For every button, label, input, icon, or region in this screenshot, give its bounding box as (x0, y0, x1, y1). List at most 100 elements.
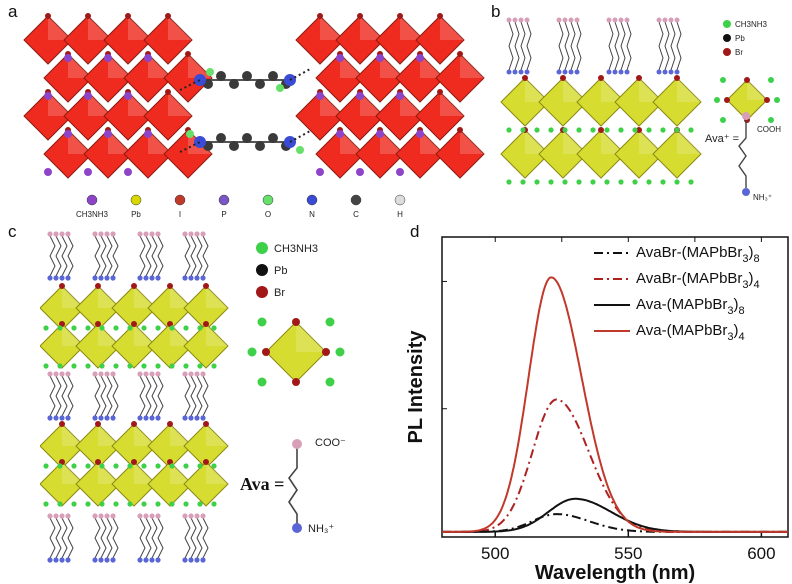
carboxyl-bead (606, 17, 612, 23)
legend-swatch-br (723, 48, 731, 56)
ava-chain (620, 21, 626, 71)
panel-label-d: d (410, 222, 420, 241)
methylammonium-ion (646, 127, 652, 133)
ava-chain (139, 517, 146, 559)
ava-chain (49, 375, 56, 417)
methylammonium-ion (396, 168, 404, 176)
right-octahedron (355, 53, 405, 103)
bromide-atom (203, 421, 209, 427)
ammonium-bead (98, 275, 104, 281)
ava-chain (100, 517, 107, 559)
ammonium-bead (98, 557, 104, 563)
panel-b-legend: CH3NH3 Pb Br (714, 20, 780, 123)
ammonium-bead (104, 557, 110, 563)
methylammonium-ion (211, 463, 217, 469)
carboxyl-bead (568, 17, 574, 23)
carboxyl-bead (65, 231, 71, 237)
ava-chain (94, 517, 101, 559)
pl-curve-4 (442, 276, 788, 533)
left-octahedron (83, 129, 133, 179)
ammonium-bead (182, 415, 188, 421)
methylammonium-ion (169, 501, 175, 507)
ammonium-bead (47, 275, 53, 281)
ava-chain (658, 21, 664, 71)
methylammonium-ion (84, 168, 92, 176)
pbbr-octahedron (183, 323, 229, 369)
legend-label: Pb (274, 265, 287, 277)
carboxyl-bead (662, 17, 668, 23)
ava-chain (106, 375, 113, 417)
pbbr-octahedron (538, 129, 588, 179)
carboxyl-bead (104, 513, 110, 519)
ammonium-bead (59, 415, 65, 421)
iodide-atom (437, 13, 443, 19)
ammonium-bead (512, 69, 518, 75)
panel-label-a: a (8, 2, 18, 21)
methylammonium-ion (43, 501, 49, 507)
methylammonium-ion (141, 325, 147, 331)
methylammonium-ion (44, 168, 52, 176)
methylammonium-ion (506, 179, 512, 185)
methylammonium-ion (257, 317, 267, 327)
plot-frame (441, 236, 789, 538)
pbbr-octahedron (652, 129, 702, 179)
pbbr-octahedron (75, 423, 121, 469)
x-tick-label: 600 (747, 544, 775, 563)
iodide-atom (165, 13, 171, 19)
legend-label: P (221, 210, 226, 219)
carboxyl-bead (524, 17, 530, 23)
methylammonium-ion (197, 501, 203, 507)
methylammonium-ion (71, 463, 77, 469)
legend-label: CH3NH3 (76, 210, 109, 219)
methylammonium-ion (183, 325, 189, 331)
right-octahedron (395, 53, 445, 103)
ava-label-c: Ava = (240, 474, 284, 494)
methylammonium-ion (141, 501, 147, 507)
ava-chain (202, 235, 209, 277)
ammonium-bead (188, 275, 194, 281)
bromide-atom (522, 75, 528, 81)
legend-label: Br (274, 287, 285, 299)
iodide-atom (397, 13, 403, 19)
hydrogen-bond (179, 67, 313, 91)
carboxyl-bead (155, 231, 161, 237)
methylammonium-ion (768, 117, 774, 123)
methylammonium-ion (336, 130, 344, 138)
methylammonium-ion (720, 117, 726, 123)
ava-chain (151, 235, 158, 277)
ava-chain (106, 517, 113, 559)
ammonium-bead (143, 415, 149, 421)
methylammonium-ion (85, 501, 91, 507)
ammonium-bead (65, 415, 71, 421)
ammonium-bead (518, 69, 524, 75)
ava-chain (157, 517, 164, 559)
carboxyl-bead (47, 231, 53, 237)
pbbr-octahedron (75, 323, 121, 369)
legend-label: I (179, 210, 181, 219)
methylammonium-ion (674, 127, 680, 133)
carbon-atom (268, 71, 278, 81)
legend-swatch-ch3nh3 (256, 242, 268, 254)
carboxyl-bead (200, 231, 206, 237)
panel-b-structure: CH3NH3 Pb Br Ava⁺ = COOH NH₃⁺ (500, 17, 781, 202)
legend-entry-2: AvaBr-(MAPbBr3)4 (636, 270, 760, 291)
methylammonium-ion (44, 92, 52, 100)
carboxyl-bead (149, 371, 155, 377)
ammonium-bead (155, 275, 161, 281)
carboxyl-bead (200, 513, 206, 519)
ammonium-bead (200, 557, 206, 563)
methylammonium-ion (632, 179, 638, 185)
legend-label: C (353, 210, 359, 219)
methylammonium-ion (520, 127, 526, 133)
ava-chain (139, 375, 146, 417)
ava-chain (608, 21, 614, 71)
legend-swatch-ch3nh3 (723, 20, 731, 28)
methylammonium-ion (714, 97, 720, 103)
methylammonium-ion (197, 363, 203, 369)
ava-chain (202, 375, 209, 417)
carbon-atom (242, 133, 252, 143)
ava-chain-b (738, 120, 747, 188)
methylammonium-ion (99, 325, 105, 331)
bromide-atom (598, 75, 604, 81)
methylammonium-ion (688, 179, 694, 185)
